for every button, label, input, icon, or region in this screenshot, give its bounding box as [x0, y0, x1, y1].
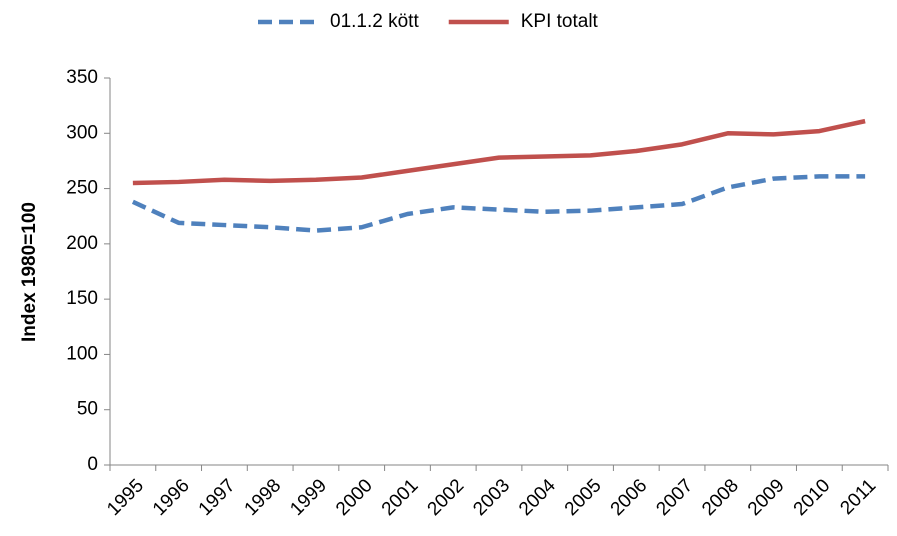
x-tick-label: 2002: [424, 475, 469, 520]
legend-label: 01.1.2 kött: [330, 11, 419, 32]
x-tick-label: 1996: [149, 475, 194, 520]
x-tick-label: 2011: [836, 475, 880, 519]
y-tick-label: 0: [87, 454, 98, 475]
y-tick-label: 250: [66, 178, 98, 199]
y-tick-label: 350: [66, 67, 98, 88]
y-tick-label: 100: [66, 343, 98, 364]
x-tick-label: 1995: [103, 475, 148, 520]
series-line: [132, 118, 866, 186]
x-tick-label: 2007: [652, 475, 697, 520]
y-tick-label: 200: [66, 233, 98, 254]
legend-label: KPI totalt: [521, 11, 599, 32]
x-tick-label: 1998: [241, 475, 286, 520]
x-tick-label: 2010: [790, 475, 835, 520]
series-line: [131, 174, 866, 233]
y-tick-label: 150: [66, 288, 98, 309]
x-tick-label: 2001: [378, 475, 423, 520]
x-tick-label: 2003: [469, 475, 514, 520]
x-tick-label: 2009: [744, 475, 789, 520]
x-tick-label: 2000: [332, 475, 377, 520]
y-tick-label: 300: [66, 122, 98, 143]
x-tick-label: 2008: [698, 475, 743, 520]
x-tick-label: 1997: [195, 475, 240, 520]
x-tick-label: 2005: [561, 475, 606, 520]
x-tick-label: 2006: [607, 475, 652, 520]
y-axis-label: Index 1980=100: [19, 202, 40, 342]
x-tick-label: 2004: [515, 475, 560, 520]
y-tick-label: 50: [77, 399, 98, 420]
x-tick-label: 1999: [286, 475, 331, 520]
